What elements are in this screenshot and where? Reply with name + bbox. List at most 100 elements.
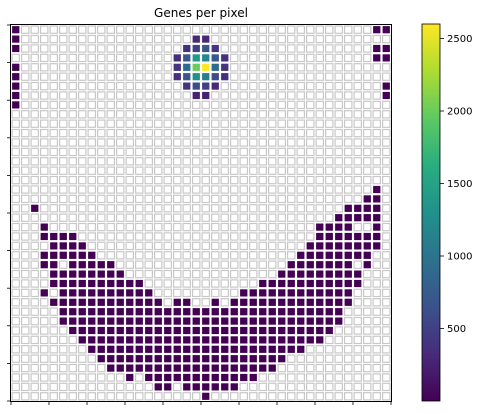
empty-cell — [353, 345, 363, 354]
empty-cell — [77, 345, 87, 354]
empty-cell — [382, 335, 391, 345]
heatmap-cell — [278, 317, 286, 325]
empty-cell — [353, 44, 363, 53]
empty-cell — [182, 185, 192, 194]
heatmap-cell — [230, 355, 238, 363]
empty-cell — [268, 34, 277, 44]
empty-cell — [21, 326, 30, 335]
empty-cell — [154, 166, 163, 175]
empty-cell — [173, 34, 182, 44]
empty-cell — [154, 392, 163, 401]
heatmap-cell — [287, 298, 295, 306]
heatmap-cell — [363, 214, 371, 222]
heatmap-cell — [173, 373, 181, 382]
empty-cell — [296, 147, 306, 157]
empty-cell — [372, 147, 382, 157]
empty-cell — [58, 194, 68, 204]
heatmap-cell — [135, 326, 143, 335]
empty-cell — [58, 222, 68, 232]
empty-cell — [135, 128, 144, 138]
empty-cell — [106, 110, 115, 119]
empty-cell — [287, 110, 296, 119]
empty-cell — [239, 269, 249, 279]
empty-cell — [58, 34, 68, 44]
empty-cell — [11, 213, 21, 222]
empty-cell — [382, 185, 391, 194]
heatmap-cell — [202, 373, 210, 382]
heatmap-cell — [278, 270, 286, 278]
empty-cell — [334, 81, 344, 91]
empty-cell — [11, 222, 21, 232]
empty-cell — [249, 72, 258, 81]
empty-cell — [363, 63, 372, 72]
empty-cell — [68, 72, 77, 81]
empty-cell — [173, 204, 182, 213]
empty-cell — [49, 157, 58, 166]
empty-cell — [287, 204, 296, 213]
empty-cell — [106, 213, 115, 222]
heatmap-cell — [202, 364, 210, 372]
empty-cell — [249, 157, 258, 166]
empty-cell — [96, 138, 106, 147]
empty-cell — [77, 166, 87, 175]
empty-cell — [353, 128, 363, 138]
empty-cell — [334, 354, 344, 363]
empty-cell — [106, 81, 115, 91]
empty-cell — [334, 110, 344, 119]
empty-cell — [230, 81, 239, 91]
empty-cell — [249, 110, 258, 119]
heatmap-cell — [69, 251, 77, 259]
heatmap-cell — [50, 279, 58, 288]
empty-cell — [211, 128, 220, 138]
empty-cell — [287, 72, 296, 81]
empty-cell — [11, 166, 21, 175]
empty-cell — [77, 63, 87, 72]
empty-cell — [306, 382, 315, 392]
heatmap-cell — [373, 242, 381, 250]
heatmap-cell — [192, 326, 200, 335]
heatmap-cell — [268, 308, 276, 316]
empty-cell — [220, 175, 230, 185]
heatmap-cell — [297, 308, 305, 316]
empty-cell — [296, 34, 306, 44]
empty-cell — [30, 119, 40, 128]
empty-cell — [96, 100, 106, 110]
heatmap-cell — [183, 336, 191, 344]
empty-cell — [39, 72, 49, 81]
empty-cell — [315, 72, 325, 81]
heatmap-cell — [287, 270, 295, 278]
heatmap-cell — [107, 317, 115, 325]
empty-cell — [296, 91, 306, 100]
empty-cell — [163, 91, 173, 100]
empty-cell — [382, 279, 391, 288]
heatmap-cell — [268, 364, 276, 372]
empty-cell — [268, 260, 277, 269]
empty-cell — [154, 110, 163, 119]
empty-cell — [296, 392, 306, 401]
empty-cell — [49, 363, 58, 373]
empty-cell — [315, 53, 325, 63]
empty-cell — [277, 25, 287, 34]
heatmap-cell — [69, 298, 77, 306]
empty-cell — [135, 138, 144, 147]
empty-cell — [30, 326, 40, 335]
empty-cell — [96, 157, 106, 166]
empty-cell — [11, 232, 21, 241]
heatmap-cell — [173, 355, 181, 363]
empty-cell — [182, 251, 192, 260]
empty-cell — [21, 157, 30, 166]
empty-cell — [382, 63, 391, 72]
empty-cell — [87, 63, 96, 72]
empty-cell — [201, 204, 211, 213]
empty-cell — [68, 175, 77, 185]
empty-cell — [230, 392, 239, 401]
empty-cell — [192, 232, 201, 241]
empty-cell — [58, 119, 68, 128]
empty-cell — [182, 138, 192, 147]
empty-cell — [144, 44, 154, 53]
empty-cell — [21, 363, 30, 373]
empty-cell — [77, 185, 87, 194]
empty-cell — [144, 269, 154, 279]
empty-cell — [306, 53, 315, 63]
empty-cell — [30, 363, 40, 373]
